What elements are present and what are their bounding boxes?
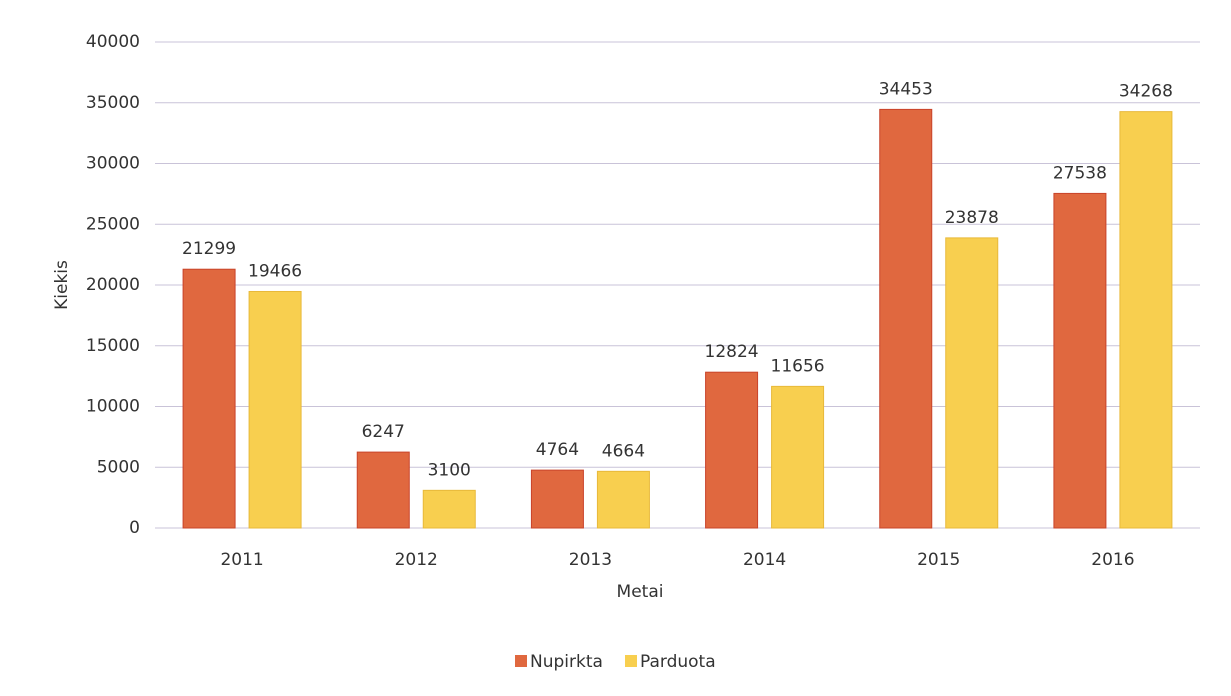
x-tick-label: 2011 [220, 550, 263, 570]
bar [182, 268, 236, 529]
legend-label: Parduota [640, 652, 716, 672]
x-tick-label: 2013 [569, 550, 612, 570]
bar [771, 385, 825, 529]
y-axis-title: Kiekis [52, 260, 72, 310]
y-tick-label: 15000 [86, 336, 140, 356]
bar [879, 108, 933, 529]
y-tick-label: 25000 [86, 214, 140, 234]
data-label: 12824 [705, 342, 759, 362]
y-tick-label: 40000 [86, 32, 140, 52]
data-label: 21299 [182, 239, 236, 259]
data-label: 34268 [1119, 82, 1173, 102]
legend-swatch [625, 655, 637, 667]
bar [596, 470, 650, 529]
bar [422, 489, 476, 529]
bar [1053, 192, 1107, 529]
y-tick-label: 10000 [86, 397, 140, 417]
y-tick-label: 30000 [86, 154, 140, 174]
x-axis-title: Metai [617, 582, 664, 602]
bar [1119, 111, 1173, 529]
data-label: 11656 [771, 356, 825, 376]
data-label: 3100 [428, 460, 471, 480]
x-tick-label: 2014 [743, 550, 786, 570]
legend-label: Nupirkta [530, 652, 603, 672]
bar [356, 451, 410, 529]
x-tick-label: 2012 [395, 550, 438, 570]
bar [945, 237, 999, 529]
data-label: 23878 [945, 208, 999, 228]
data-label: 19466 [248, 261, 302, 281]
data-label: 4764 [536, 440, 579, 460]
legend-swatch [515, 655, 527, 667]
x-tick-label: 2015 [917, 550, 960, 570]
y-tick-label: 35000 [86, 93, 140, 113]
data-label: 4664 [602, 441, 645, 461]
x-tick-label: 2016 [1091, 550, 1134, 570]
data-label: 6247 [362, 422, 405, 442]
data-label: 27538 [1053, 163, 1107, 183]
y-tick-label: 5000 [97, 457, 140, 477]
data-label: 34453 [879, 79, 933, 99]
bar [530, 469, 584, 529]
bar [248, 290, 302, 529]
y-tick-label: 20000 [86, 275, 140, 295]
y-tick-label: 0 [129, 518, 140, 538]
bar [705, 371, 759, 529]
